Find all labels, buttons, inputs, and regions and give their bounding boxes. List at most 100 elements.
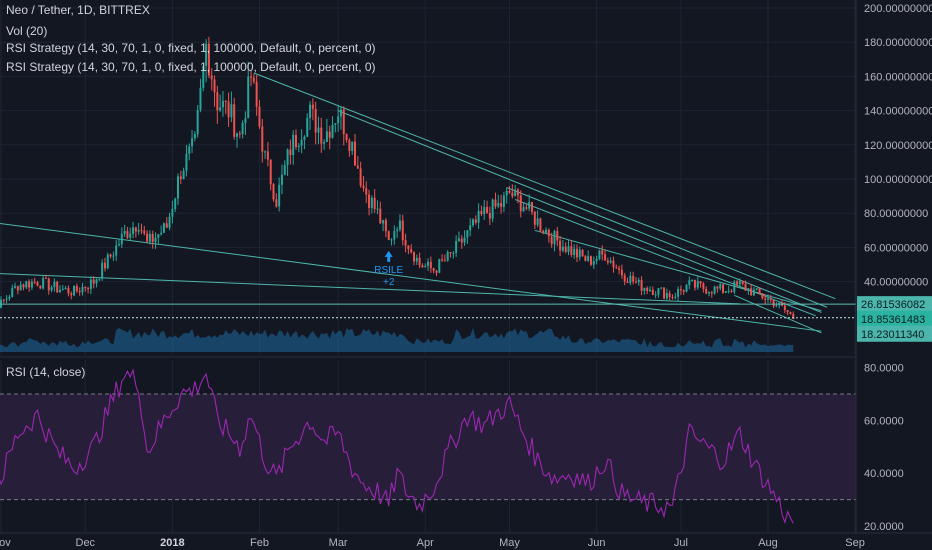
candle [696,276,699,290]
candle [171,200,174,224]
candle-body [75,285,78,292]
candle-body [334,123,337,125]
candle [744,280,747,292]
candle-body [14,286,17,288]
time-tick-label: Feb [250,537,269,549]
candle [483,200,486,220]
candle-body [575,248,578,258]
trendline [253,72,836,300]
candle [564,242,567,254]
candle-body [126,231,129,238]
price-tag-bg [857,296,932,313]
candle-body [708,292,710,294]
candle [348,138,351,157]
candle [508,186,511,194]
candle-body [761,293,764,299]
candle-body [269,159,272,185]
candle [741,280,744,286]
signal-sub: +2 [383,277,395,288]
rsi-tick-label: 20.0000 [864,521,904,533]
candle [682,289,685,295]
candle-body [590,256,592,265]
strategy-legend-2[interactable]: RSI Strategy (14, 30, 70, 1, 0, fixed, 1… [6,60,376,74]
rsi-title[interactable]: RSI (14, close) [6,365,86,379]
time-tick-label: Mar [329,537,348,549]
candle-body [379,208,382,224]
candle-body [241,122,244,135]
candle [719,282,722,291]
volume-legend[interactable]: Vol (20) [6,24,48,38]
candle-body [570,246,573,256]
candle [193,131,196,142]
candle-body [531,202,533,212]
candle [646,286,649,294]
candle [486,200,489,214]
candle-body [623,275,626,282]
candle [488,206,491,226]
candle-body [59,290,61,293]
symbol-legend[interactable]: Neo / Tether, 1D, BITTREX [6,3,150,17]
candle [25,280,28,290]
candle [752,286,755,297]
candle [730,288,733,293]
candle-body [348,140,351,151]
candle-body [154,237,157,243]
price-tag-label: 18.23011340 [861,329,924,341]
candle-body [44,277,47,279]
candle [205,39,208,83]
candle [545,227,548,234]
candle-body [674,296,677,298]
candle-body [404,240,407,246]
candle-body [362,185,365,189]
candle-body [56,281,59,293]
candle-body [297,145,300,148]
candle-body [87,288,90,290]
candles [0,36,795,320]
candle [92,276,95,289]
strategy-legend-1[interactable]: RSI Strategy (14, 30, 70, 1, 0, fixed, 1… [6,41,376,55]
candle [137,222,140,235]
candle [272,182,275,202]
candle-body [413,252,415,262]
candle-body [345,134,348,141]
candle-body [710,292,713,294]
candle [11,284,14,298]
candle-body [702,283,705,289]
candle-body [398,220,401,230]
candle [575,244,578,263]
candle-body [522,207,525,212]
grid-lines [0,0,856,533]
candle-body [500,203,503,207]
candle [250,70,253,87]
candle [266,142,269,167]
candle [738,278,741,288]
candle [191,129,194,154]
candle-body [421,265,424,268]
candle [724,290,727,294]
price-tag-bg [857,325,932,342]
candle-body [118,244,120,246]
candle-body [775,305,778,307]
candle-body [252,77,255,82]
candle [606,257,609,265]
candle [677,286,680,302]
candle-body [393,231,396,240]
candle-body [514,189,517,197]
candle-body [162,223,165,233]
candle-body [410,249,413,253]
candle [289,139,292,165]
candle [255,75,258,116]
candle-body [95,279,98,284]
candle-body [179,176,182,179]
time-tick-label: Aug [758,537,778,549]
candle [438,258,441,274]
candle [786,310,789,316]
candle [671,294,674,300]
candle-body [618,268,621,270]
candle-body [337,116,340,124]
candle-body [306,117,309,137]
candle [665,288,668,302]
candle-body [744,283,747,291]
candle [238,130,241,139]
